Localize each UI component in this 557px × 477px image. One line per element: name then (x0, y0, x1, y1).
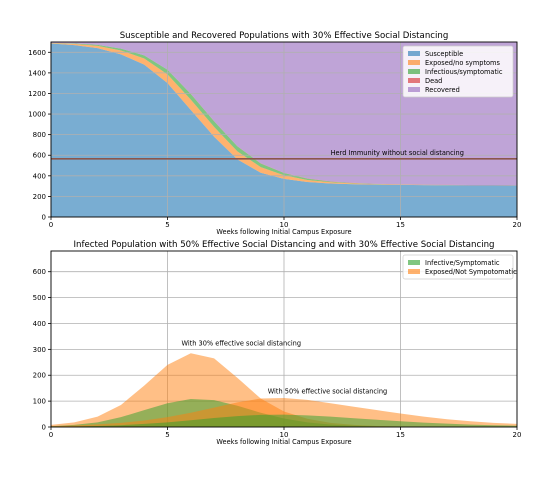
legend-swatch-susceptible (408, 51, 420, 56)
legend-swatch-exposed-no-symptoms (408, 60, 420, 65)
x-tick-label: 20 (513, 431, 522, 439)
y-tick-label: 600 (33, 268, 46, 276)
legend-swatch-infective-symptomatic (408, 260, 420, 265)
x-tick-label: 5 (165, 221, 169, 229)
annotation: With 50% effective social distancing (268, 387, 388, 395)
x-tick-label: 15 (396, 431, 405, 439)
y-tick-label: 100 (33, 398, 46, 406)
chart-infected-population: Infected Population with 50% Effective S… (33, 240, 522, 446)
y-tick-label: 200 (33, 372, 46, 380)
y-tick-label: 300 (33, 346, 46, 354)
legend-box (402, 45, 514, 98)
annotations: With 30% effective social distancing With… (181, 339, 387, 395)
series-group (51, 353, 517, 427)
y-tick-label: 200 (33, 193, 46, 201)
legend-box (402, 254, 514, 280)
legend-label-exposed-no-symptoms: Exposed/no symptoms (425, 59, 500, 67)
annotations: Herd Immunity without social distancing (331, 149, 464, 157)
x-tick-label: 20 (513, 221, 522, 229)
y-tick-label: 500 (33, 294, 46, 302)
legend-label-infective-symptomatic: Infective/Symptomatic (425, 259, 500, 267)
x-tick-label: 5 (165, 431, 169, 439)
series-area-4 (51, 414, 517, 427)
legend-label-exposed-not-sympotomatic: Exposed/Not Sympotomatic (425, 268, 517, 276)
series-area-3 (51, 398, 517, 427)
legend-label-dead: Dead (425, 77, 442, 85)
x-axis-label: Weeks following Initial Campus Exposure (216, 438, 351, 446)
annotation: With 30% effective social distancing (181, 339, 301, 347)
x-tick-label: 0 (49, 221, 53, 229)
legend-label-susceptible: Susceptible (425, 50, 463, 58)
chart-susceptible-recovered: Susceptible and Recovered Populations wi… (28, 31, 521, 236)
chart-title: Susceptible and Recovered Populations wi… (120, 31, 449, 41)
legend-swatch-exposed-not-sympotomatic (408, 269, 420, 274)
legend-swatch-dead (408, 78, 420, 83)
x-tick-label: 10 (280, 221, 289, 229)
y-tick-label: 1200 (28, 90, 46, 98)
y-tick-label: 400 (33, 320, 46, 328)
y-tick-label: 800 (33, 131, 46, 139)
y-tick-label: 1600 (28, 49, 46, 57)
y-tick-label: 1000 (28, 111, 46, 119)
legend-swatch-infectious-symptomatic (408, 69, 420, 74)
y-tick-label: 600 (33, 152, 46, 160)
y-tick-label: 400 (33, 172, 46, 180)
legend-swatch-recovered (408, 87, 420, 92)
x-tick-label: 0 (49, 431, 53, 439)
legend-label-recovered: Recovered (425, 86, 460, 94)
y-tick-label: 1400 (28, 69, 46, 77)
chart-title: Infected Population with 50% Effective S… (74, 240, 495, 250)
y-tick-label: 0 (42, 214, 46, 222)
y-tick-label: 0 (42, 424, 46, 432)
x-tick-label: 15 (396, 221, 405, 229)
legend-label-infectious-symptomatic: Infectious/symptomatic (425, 68, 503, 76)
x-tick-label: 10 (280, 431, 289, 439)
annotation: Herd Immunity without social distancing (331, 149, 464, 157)
x-axis-label: Weeks following Initial Campus Exposure (216, 228, 351, 236)
